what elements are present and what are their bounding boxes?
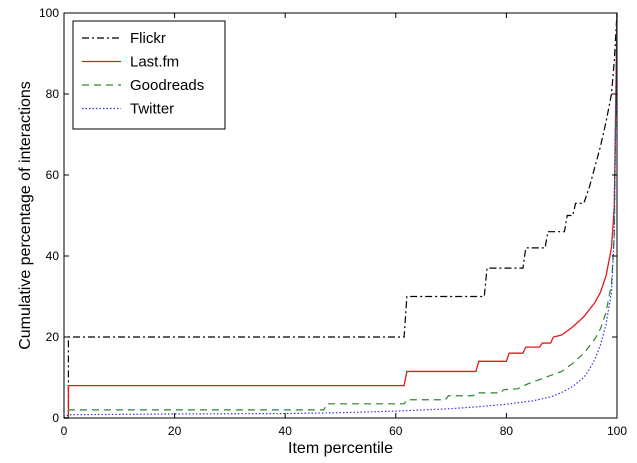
y-tick-label: 40 [46, 249, 60, 263]
plot-frame [63, 12, 618, 419]
x-tick-label: 0 [61, 424, 68, 438]
legend-box [72, 20, 226, 130]
x-tick-label: 60 [389, 424, 403, 438]
y-tick-label: 20 [46, 330, 60, 344]
series-line-flickr [64, 12, 618, 419]
legend-label-flickr: Flickr [130, 30, 166, 47]
legend-label-twitter: Twitter [130, 101, 174, 118]
x-axis-label: Item percentile [288, 440, 393, 457]
y-tick-label: 60 [46, 168, 60, 182]
series-layer [63, 12, 618, 419]
legend-label-last-fm: Last.fm [130, 54, 179, 71]
y-axis-label: Cumulative percentage of interactions [17, 81, 34, 350]
x-tick-label: 100 [607, 424, 627, 438]
series-line-goodreads [64, 12, 618, 419]
y-tick-label: 80 [46, 87, 60, 101]
y-tick-label: 100 [39, 6, 59, 20]
x-tick-label: 40 [279, 424, 293, 438]
legend-label-goodreads: Goodreads [130, 77, 204, 94]
series-line-last-fm [64, 12, 618, 419]
series-line-twitter [63, 12, 618, 419]
x-tick-label: 80 [500, 424, 514, 438]
x-tick-label: 20 [168, 424, 182, 438]
y-tick-label: 0 [52, 411, 59, 425]
ticks-layer: 0 20 40 60 80 100 0 20 40 60 80 100 [39, 6, 627, 438]
legend: Flickr Last.fm Goodreads Twitter [72, 20, 226, 130]
